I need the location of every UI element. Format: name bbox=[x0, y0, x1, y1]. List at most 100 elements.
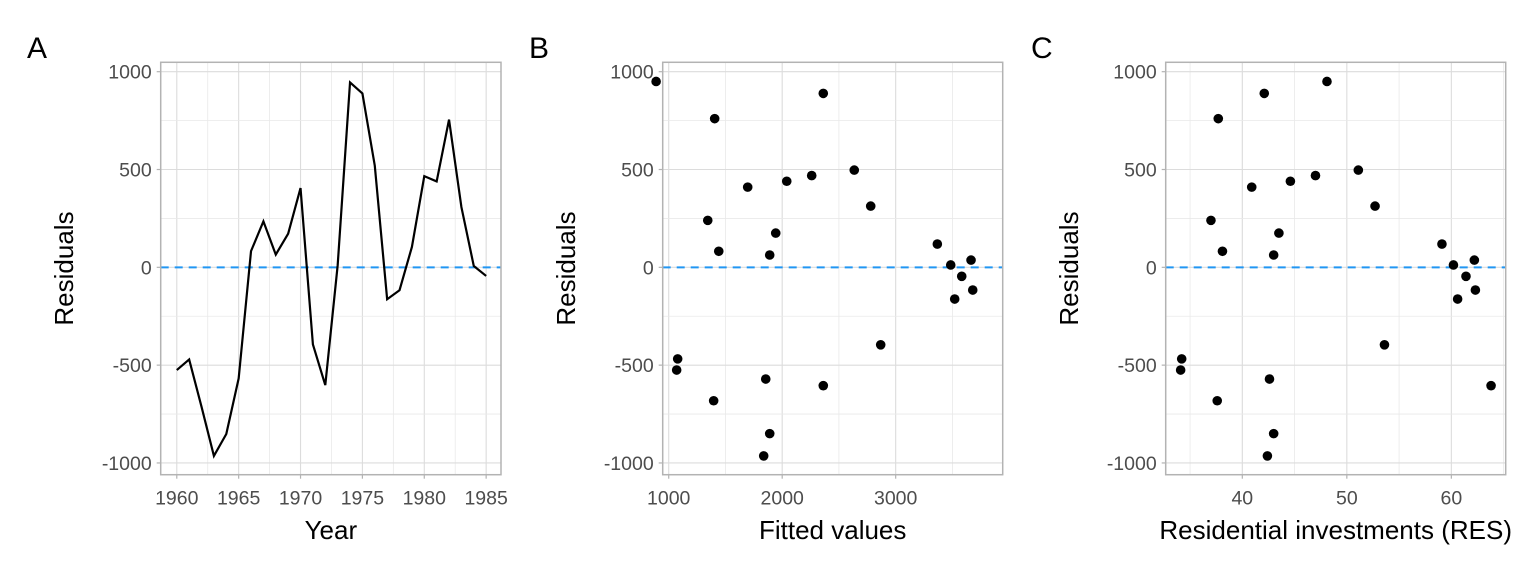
data-point bbox=[1470, 285, 1481, 295]
axis-ticks bbox=[156, 71, 487, 479]
x-tick-label: 2000 bbox=[761, 488, 805, 510]
data-point bbox=[806, 170, 817, 181]
y-tick-label: -1000 bbox=[604, 453, 654, 475]
data-point bbox=[702, 215, 713, 226]
data-point bbox=[671, 365, 682, 375]
data-point bbox=[932, 239, 943, 249]
data-point bbox=[1461, 271, 1471, 282]
data-point bbox=[742, 182, 753, 192]
data-point bbox=[1268, 250, 1279, 260]
x-tick-label: 1985 bbox=[464, 488, 508, 510]
data-point bbox=[1285, 176, 1296, 187]
data-point bbox=[945, 260, 956, 270]
data-point bbox=[1217, 246, 1228, 257]
y-tick-label: 0 bbox=[1146, 257, 1157, 279]
x-tick-label: 60 bbox=[1440, 488, 1462, 510]
data-point bbox=[1268, 428, 1279, 439]
y-tick-label: -1000 bbox=[1107, 453, 1157, 475]
panel-border bbox=[1164, 61, 1507, 476]
x-tick-label: 1970 bbox=[279, 488, 323, 510]
y-tick-label: -500 bbox=[1118, 355, 1157, 377]
data-point bbox=[966, 255, 976, 265]
data-point bbox=[849, 165, 860, 175]
x-tick-label: 1975 bbox=[341, 488, 385, 510]
x-tick-label: 40 bbox=[1231, 488, 1253, 510]
y-tick-label: 500 bbox=[1124, 160, 1157, 182]
data-point bbox=[967, 285, 978, 295]
x-tick-labels: 40 50 60 bbox=[1231, 488, 1462, 510]
axis-ticks bbox=[1161, 71, 1452, 479]
data-point bbox=[1322, 76, 1332, 87]
data-point bbox=[758, 451, 769, 461]
data-point bbox=[708, 395, 719, 406]
data-point bbox=[1213, 113, 1224, 124]
data-point bbox=[1262, 451, 1273, 461]
y-tick-labels: -1000 -500 0 500 1000 bbox=[1107, 62, 1157, 475]
panel-c-residuals-vs-res: C -1000 -500 0 500 1000 40 50 60 Residential i… bbox=[1031, 32, 1512, 545]
data-point bbox=[949, 294, 960, 304]
x-tick-label: 50 bbox=[1336, 488, 1358, 510]
y-tick-label: 0 bbox=[643, 257, 654, 279]
data-point bbox=[818, 88, 829, 99]
data-point bbox=[781, 176, 792, 187]
data-point bbox=[709, 113, 720, 124]
data-point bbox=[1486, 380, 1496, 391]
data-point bbox=[764, 250, 775, 260]
y-axis-title: Residuals bbox=[49, 211, 79, 325]
y-tick-label: 1000 bbox=[1113, 62, 1157, 84]
x-tick-labels: 1960 1965 1970 1975 1980 1985 bbox=[155, 488, 508, 510]
data-point bbox=[1274, 228, 1284, 238]
y-tick-label: 1000 bbox=[610, 62, 654, 84]
y-tick-label: -500 bbox=[113, 355, 152, 377]
panel-border bbox=[661, 61, 1004, 476]
data-point bbox=[764, 428, 775, 439]
data-point bbox=[1437, 239, 1447, 249]
y-tick-label: 0 bbox=[141, 257, 152, 279]
panel-b-residuals-vs-fitted: B -1000 -500 0 500 1000 1000 2000 3000 Fitted … bbox=[529, 32, 1004, 545]
axis-ticks bbox=[658, 71, 897, 479]
y-axis-title: Residuals bbox=[1054, 211, 1084, 325]
grid bbox=[160, 62, 501, 475]
y-tick-label: 500 bbox=[621, 160, 654, 182]
data-point bbox=[1370, 201, 1380, 211]
y-tick-label: -1000 bbox=[102, 453, 152, 475]
y-tick-labels: -1000 -500 0 500 1000 bbox=[604, 62, 654, 475]
panel-a-residuals-vs-year: A -1000 -500 0 500 1000 1960 1965 1970 1975 1980… bbox=[27, 32, 508, 545]
x-tick-label: 1980 bbox=[403, 488, 447, 510]
data-point bbox=[1448, 260, 1459, 270]
data-point bbox=[760, 374, 771, 384]
data-point bbox=[672, 354, 683, 364]
data-point bbox=[1452, 294, 1463, 304]
x-axis-title: Residential investments (RES) bbox=[1159, 515, 1512, 545]
data-point bbox=[1310, 170, 1321, 181]
panel-border bbox=[159, 61, 502, 476]
x-tick-label: 1000 bbox=[647, 488, 691, 510]
data-point bbox=[1176, 354, 1187, 364]
data-point bbox=[1379, 339, 1390, 350]
panel-letter-c: C bbox=[1031, 32, 1053, 65]
y-tick-label: 1000 bbox=[108, 62, 152, 84]
x-tick-label: 3000 bbox=[874, 488, 918, 510]
y-tick-labels: -1000 -500 0 500 1000 bbox=[102, 62, 152, 475]
data-point bbox=[1206, 215, 1216, 226]
x-tick-labels: 1000 2000 3000 bbox=[647, 488, 918, 510]
data-point bbox=[713, 246, 724, 257]
x-tick-label: 1960 bbox=[155, 488, 199, 510]
series-line-residuals bbox=[176, 80, 487, 459]
x-axis-title: Year bbox=[305, 515, 358, 545]
panel-letter-a: A bbox=[27, 32, 47, 65]
x-axis-title: Fitted values bbox=[759, 515, 906, 545]
data-point bbox=[875, 339, 886, 350]
data-point bbox=[865, 201, 876, 211]
data-marks bbox=[176, 80, 487, 459]
y-axis-title: Residuals bbox=[551, 211, 581, 325]
x-tick-label: 1965 bbox=[217, 488, 261, 510]
data-point bbox=[1259, 88, 1270, 99]
data-point bbox=[1353, 165, 1364, 175]
data-point bbox=[1469, 255, 1480, 265]
data-point bbox=[651, 76, 661, 87]
data-point bbox=[818, 380, 829, 391]
data-point bbox=[1175, 365, 1186, 375]
data-point bbox=[770, 228, 781, 238]
